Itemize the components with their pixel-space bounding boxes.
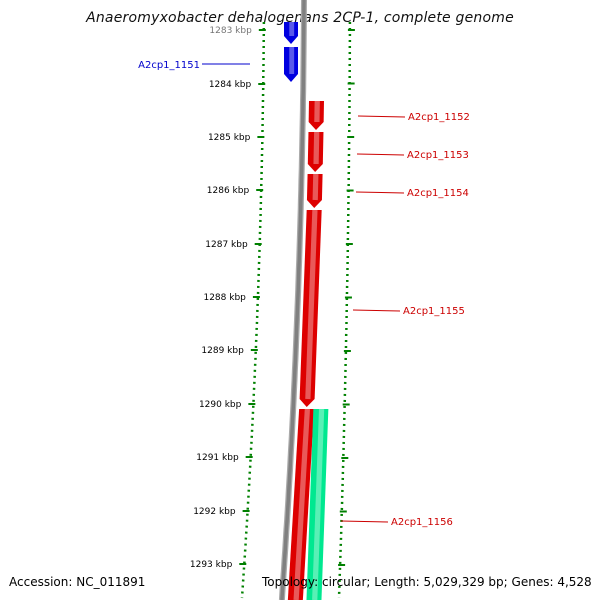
- genome-meta: Topology: circular; Length: 5,029,329 bp…: [262, 575, 592, 589]
- gene-highlight: [305, 209, 318, 400]
- scale-tick-label: 1292 kbp: [193, 507, 236, 517]
- gene-a2cp1-1153: [307, 131, 324, 172]
- gene-body: [306, 409, 329, 600]
- length-value: 5,029,329 bp: [423, 575, 504, 589]
- scale-track-right: [337, 22, 352, 599]
- scale-track-left: [240, 21, 266, 599]
- gene-leader-line: [357, 115, 406, 118]
- genome-backbone: [280, 0, 306, 600]
- topology-label: Topology:: [262, 575, 319, 589]
- gene-body: [299, 210, 322, 407]
- gene-label: A2cp1_1153: [407, 150, 469, 161]
- accession-value: NC_011891: [76, 575, 146, 589]
- scale-tick-label: 1287 kbp: [205, 240, 248, 250]
- scale-tick-label: 1285 kbp: [208, 133, 251, 143]
- gene-a2cp1-1154: [306, 173, 323, 208]
- gene-a2cp1-1152: [308, 100, 324, 130]
- gene-highlight: [312, 173, 319, 201]
- gene-leader-line: [356, 153, 405, 156]
- scale-tick-label: 1288 kbp: [203, 293, 246, 303]
- scale-tick-label: 1291 kbp: [196, 453, 239, 463]
- accession-label: Accession:: [9, 575, 73, 589]
- gene-leader-line: [340, 520, 389, 523]
- gene-a2cp1-1151: [284, 47, 298, 82]
- gene-body: [308, 101, 324, 130]
- gene-label: A2cp1_1156: [391, 517, 453, 528]
- gene-label: A2cp1_1152: [408, 112, 470, 123]
- gene-red-continuation: [287, 408, 315, 600]
- gene-body: [284, 47, 298, 82]
- gene-leader-line: [352, 309, 401, 312]
- length-label: Length:: [374, 575, 420, 589]
- gene-body: [284, 22, 298, 44]
- gene-body: [307, 132, 324, 172]
- gene-label: A2cp1_1154: [407, 188, 469, 199]
- scale-tick-label: 1283 kbp: [209, 26, 252, 36]
- gene-body: [287, 409, 315, 600]
- gene-a2cp1-1151-part1: [284, 22, 298, 44]
- gene-label: A2cp1_1151: [138, 60, 200, 71]
- scale-tick-label: 1286 kbp: [207, 186, 250, 196]
- gene-label: A2cp1_1155: [403, 306, 465, 317]
- gene-leader-line: [355, 191, 405, 194]
- topology-value: circular: [321, 575, 367, 589]
- gene-a2cp1-1156: [306, 408, 329, 600]
- genes-value: 4,528: [557, 575, 592, 589]
- gene-highlight: [313, 131, 320, 165]
- scale-tick-label: 1290 kbp: [199, 400, 242, 410]
- genome-title: Anaeromyxobacter dehalogenans 2CP-1, com…: [86, 10, 514, 26]
- gene-highlight: [312, 408, 325, 600]
- accession-info: Accession: NC_011891: [9, 575, 145, 589]
- genes-label: Genes:: [511, 575, 554, 589]
- gene-highlight: [293, 408, 310, 600]
- scale-tick-label: 1293 kbp: [190, 560, 233, 570]
- gene-a2cp1-1155: [299, 209, 322, 407]
- scale-tick-label: 1284 kbp: [209, 80, 252, 90]
- scale-tick-label: 1289 kbp: [201, 346, 244, 356]
- gene-body: [306, 174, 323, 208]
